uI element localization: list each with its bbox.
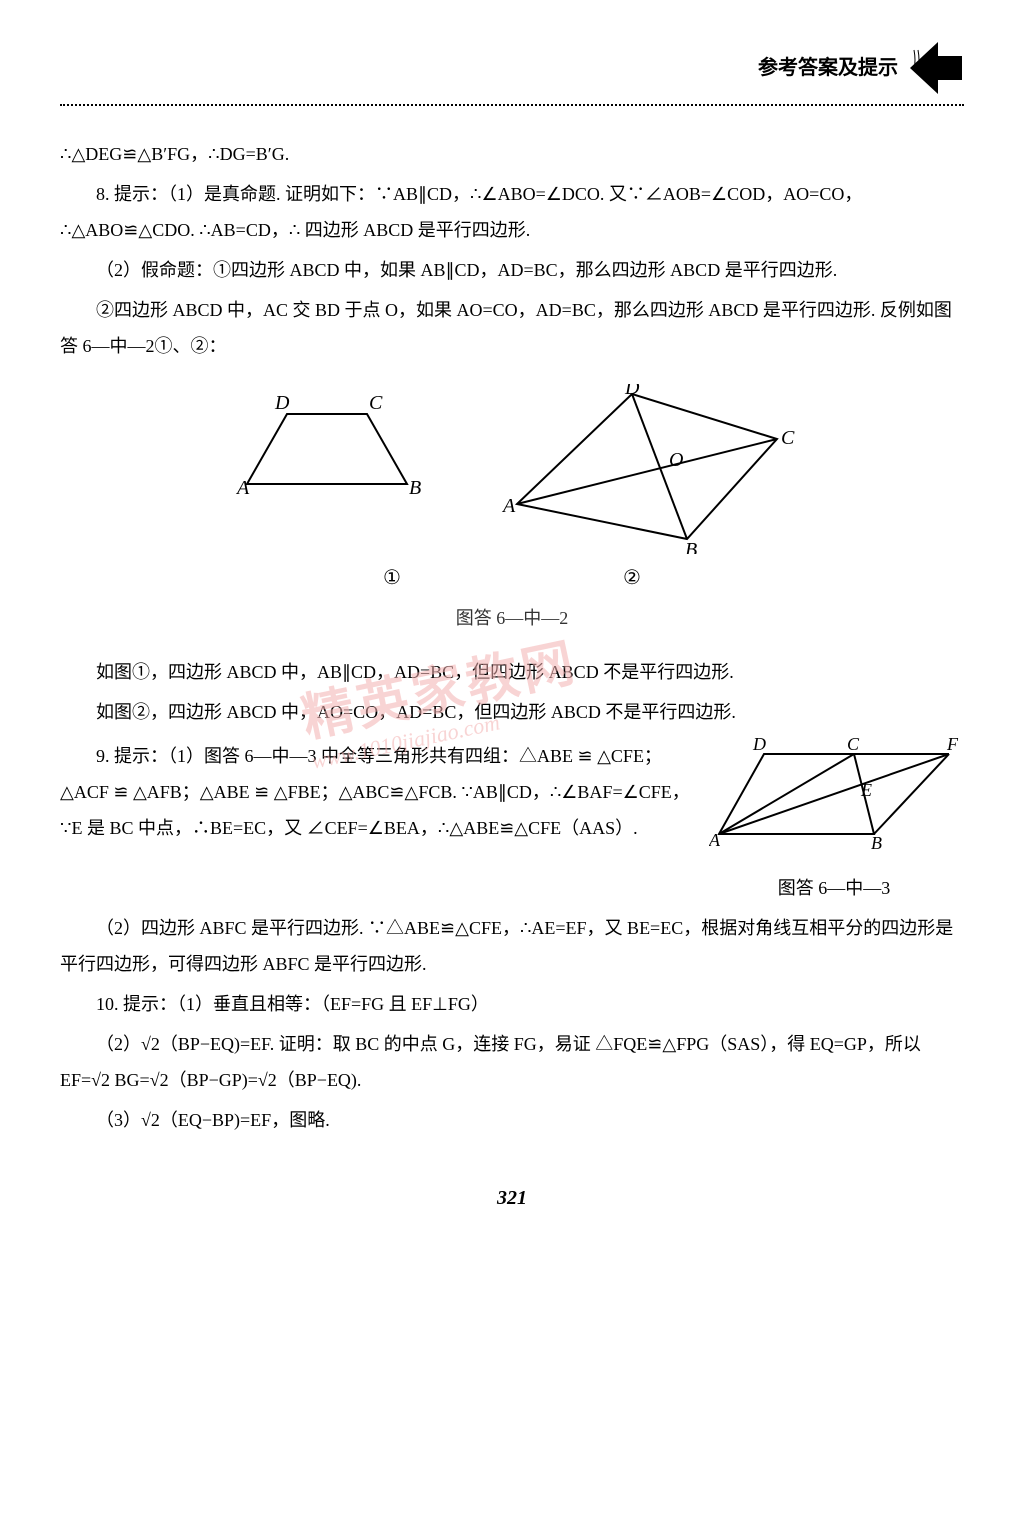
line-2: 8. 提示：（1）是真命题. 证明如下：∵AB∥CD，∴∠ABO=∠DCO. 又… <box>60 176 964 248</box>
line-8: （2）四边形 ABFC 是平行四边形. ∵△ABE≌△CFE，∴AE=EF，又 … <box>60 910 964 982</box>
header-title: 参考答案及提示 <box>758 48 898 88</box>
row-problem-9: 9. 提示：（1）图答 6—中—3 中全等三角形共有四组：△ABE ≌ △CFE… <box>60 734 964 906</box>
svg-text:D: D <box>624 384 640 399</box>
svg-text:D: D <box>274 392 290 414</box>
svg-text:D: D <box>752 734 766 754</box>
svg-text:B: B <box>409 477 421 499</box>
page-header: 参考答案及提示 <box>60 40 964 96</box>
circled-1: ① <box>383 558 401 598</box>
line-6: 如图②，四边形 ABCD 中，AO=CO，AD=BC，但四边形 ABCD 不是平… <box>60 694 964 730</box>
figure-caption-12: 图答 6—中—2 <box>60 600 964 636</box>
page-number: 321 <box>60 1178 964 1218</box>
line-10: （2）√2（BP−EQ)=EF. 证明：取 BC 的中点 G，连接 FG，易证 … <box>60 1026 964 1098</box>
figure-caption-3: 图答 6—中—3 <box>704 870 964 906</box>
figures-row: A B C D A B C D O <box>60 384 964 554</box>
line-1: ∴△DEG≌△B′FG，∴DG=B′G. <box>60 136 964 172</box>
figure-1: A B C D <box>227 384 427 554</box>
svg-text:A: A <box>709 830 721 850</box>
circled-2: ② <box>623 558 641 598</box>
svg-text:A: A <box>235 477 250 499</box>
svg-text:E: E <box>860 780 872 800</box>
arrow-icon <box>908 40 964 96</box>
line-5: 如图①，四边形 ABCD 中，AB∥CD，AD=BC，但四边形 ABCD 不是平… <box>60 654 964 690</box>
figure-3: A B C D E F 图答 6—中—3 <box>704 734 964 906</box>
line-3: （2）假命题：①四边形 ABCD 中，如果 AB∥CD，AD=BC，那么四边形 … <box>60 252 964 288</box>
line-4: ②四边形 ABCD 中，AC 交 BD 于点 O，如果 AO=CO，AD=BC，… <box>60 292 964 364</box>
svg-text:C: C <box>369 392 383 414</box>
line-9: 10. 提示：（1）垂直且相等：（EF=FG 且 EF⊥FG） <box>60 986 964 1022</box>
figure-number-row: ① ② <box>272 558 752 598</box>
svg-text:F: F <box>946 734 959 754</box>
svg-text:O: O <box>669 449 683 471</box>
divider-dots <box>60 104 964 106</box>
svg-text:A: A <box>501 495 516 517</box>
line-11: （3）√2（EQ−BP)=EF，图略. <box>60 1102 964 1138</box>
svg-text:B: B <box>685 539 697 554</box>
line-7: 9. 提示：（1）图答 6—中—3 中全等三角形共有四组：△ABE ≌ △CFE… <box>60 738 694 846</box>
svg-text:C: C <box>781 427 795 449</box>
svg-text:C: C <box>847 734 860 754</box>
figure-2: A B C D O <box>497 384 797 554</box>
svg-text:B: B <box>871 833 882 853</box>
